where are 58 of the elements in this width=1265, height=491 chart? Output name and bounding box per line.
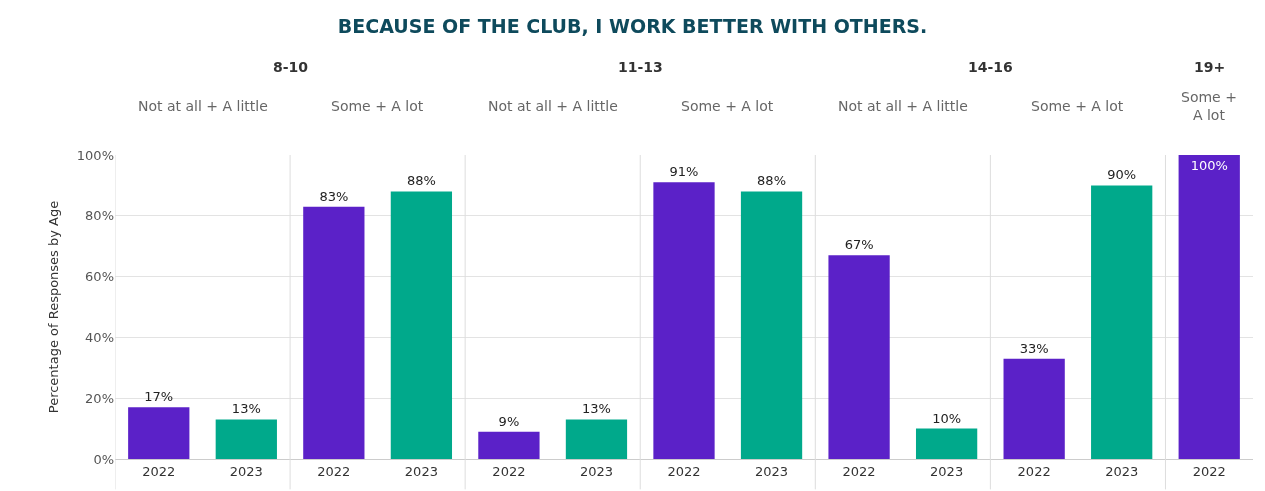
x-tick-label: 2022 — [842, 463, 876, 479]
data-label: 83% — [319, 188, 349, 204]
y-tick-label: 20% — [85, 390, 114, 406]
text: Some + A lot — [681, 98, 774, 114]
x-tick-label: 2022 — [1192, 463, 1226, 479]
text: 14-16 — [968, 59, 1013, 75]
text: Some + A lot — [1181, 89, 1237, 124]
bar — [478, 431, 540, 459]
bar — [128, 407, 190, 459]
data-label: 9% — [498, 413, 520, 429]
y-tick-label: 80% — [85, 208, 114, 224]
y-tick-label: 0% — [93, 451, 114, 467]
data-label: 33% — [1019, 340, 1049, 356]
bar — [828, 255, 890, 459]
x-tick-label: 2023 — [930, 463, 964, 479]
bar — [303, 206, 365, 459]
bar — [565, 419, 628, 459]
data-label: 10% — [932, 410, 962, 426]
data-label: 100% — [1190, 158, 1228, 173]
x-tick-label: 2023 — [754, 463, 789, 479]
x-tick-label: 2022 — [667, 463, 701, 479]
x-tick-label: 2023 — [229, 463, 263, 479]
y-tick-label: 40% — [85, 329, 114, 345]
data-label: 13% — [582, 401, 611, 417]
bar — [653, 182, 715, 459]
data-label: 17% — [144, 389, 174, 405]
text: 11-13 — [618, 59, 663, 75]
text: Not at all + A little — [138, 98, 268, 114]
text: Not at all + A little — [838, 98, 968, 114]
x-tick-label: 2022 — [1017, 463, 1051, 479]
text: Some + A lot — [331, 98, 424, 114]
data-label: 88% — [406, 173, 436, 189]
text: Not at all + A little — [488, 98, 618, 114]
chart-title: BECAUSE OF THE CLUB, I WORK BETTER WITH OTHERS. — [337, 14, 928, 37]
bar — [1178, 155, 1240, 459]
bar — [1091, 185, 1153, 459]
y-tick-label: 100% — [76, 147, 114, 163]
bar — [740, 191, 803, 459]
text: 19+ — [1194, 59, 1226, 75]
data-label: 88% — [757, 173, 786, 189]
bar — [390, 191, 453, 459]
x-tick-label: 2022 — [142, 463, 176, 479]
x-tick-label: 2023 — [579, 463, 614, 479]
data-label: 90% — [1107, 167, 1137, 183]
x-tick-label: 2023 — [404, 463, 438, 479]
y-tick-label: 60% — [85, 269, 114, 285]
text: Some + A lot — [1031, 98, 1124, 114]
bar — [215, 419, 277, 459]
y-axis-title: Percentage of Responses by Age — [45, 200, 61, 414]
data-label: 67% — [844, 237, 874, 253]
data-label: 91% — [669, 164, 699, 180]
x-tick-label: 2022 — [492, 463, 526, 479]
bar — [1003, 358, 1065, 459]
x-tick-label: 2022 — [317, 463, 351, 479]
text: 8-10 — [273, 59, 309, 75]
data-label: 13% — [231, 401, 261, 417]
x-tick-label: 2023 — [1105, 463, 1139, 479]
bar — [915, 428, 978, 459]
